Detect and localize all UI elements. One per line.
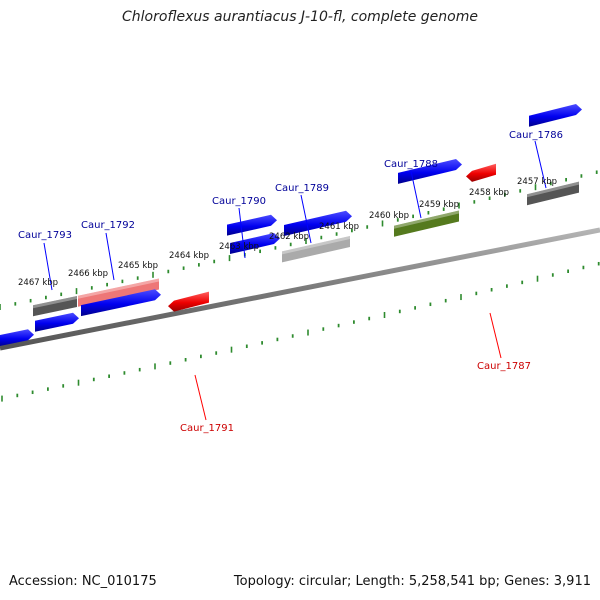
forward-gene-arrow [0, 329, 34, 346]
feature-bar [33, 296, 77, 317]
gene-label: Caur_1793 [18, 230, 72, 241]
label-leader-line [238, 207, 246, 259]
gene-label: Caur_1790 [212, 196, 266, 207]
gene-label: Caur_1792 [81, 220, 135, 231]
gene-arrows [0, 104, 582, 346]
forward-gene-arrow [284, 210, 352, 236]
label-leader-line [194, 374, 207, 421]
kbp-label: 2467 kbp [18, 278, 58, 288]
label-leader-line [43, 242, 53, 291]
gene-label: Caur_1786 [509, 130, 563, 141]
feature-bar [282, 235, 350, 263]
label-leaders [43, 140, 547, 421]
forward-gene-arrow [81, 289, 161, 317]
kbp-label: 2466 kbp [68, 269, 108, 279]
genome-backbone [0, 227, 600, 351]
accession-text: Accession: NC_010175 [9, 574, 157, 589]
gene-label: Caur_1787 [477, 361, 531, 372]
kbp-label: 2457 kbp [517, 177, 557, 187]
feature-bar-highlight [78, 278, 159, 299]
kbp-label: 2462 kbp [269, 232, 309, 242]
inner-tick-track [1, 261, 600, 402]
label-leader-line [534, 140, 547, 189]
kbp-label: 2464 kbp [169, 251, 209, 261]
feature-bar [394, 210, 459, 237]
outer-tick-track [0, 170, 598, 310]
kbp-label: 2465 kbp [118, 261, 158, 271]
forward-gene-arrow [398, 159, 462, 184]
kbp-label: 2458 kbp [469, 188, 509, 198]
gene-label: Caur_1788 [384, 159, 438, 170]
gene-label: Caur_1791 [180, 423, 234, 434]
kbp-labels: 2467 kbp 2466 kbp 2465 kbp 2464 kbp 2463 kbp… [18, 177, 557, 288]
forward-gene-arrow [35, 312, 79, 332]
feature-bar-highlight [33, 296, 77, 309]
label-leader-line [105, 232, 115, 281]
reverse-gene-arrow [466, 163, 496, 182]
forward-gene-arrow [227, 214, 277, 236]
kbp-label: 2463 kbp [219, 242, 259, 252]
topology-text: Topology: circular; Length: 5,258,541 bp… [233, 574, 591, 589]
kbp-label: 2460 kbp [369, 211, 409, 221]
feature-bar-highlight [527, 181, 579, 198]
label-leader-line [489, 312, 502, 359]
label-leader-line [410, 170, 422, 219]
feature-bar [78, 278, 159, 307]
kbp-label: 2461 kbp [319, 222, 359, 232]
forward-gene-arrow [529, 104, 582, 127]
feature-bar-highlight [394, 210, 459, 229]
gene-labels: Caur_1793 Caur_1792 Caur_1791 Caur_1790 Caur… [18, 130, 563, 434]
kbp-label: 2459 kbp [419, 200, 459, 210]
map-title: Chloroflexus aurantiacus J-10-fl, comple… [122, 9, 478, 25]
feature-bars [33, 181, 579, 317]
reverse-gene-arrow [168, 291, 209, 312]
feature-bar-highlight [282, 235, 350, 255]
feature-bar [527, 181, 579, 206]
label-leader-line [300, 194, 312, 244]
forward-gene-arrow [230, 233, 280, 254]
gene-label: Caur_1789 [275, 183, 329, 194]
